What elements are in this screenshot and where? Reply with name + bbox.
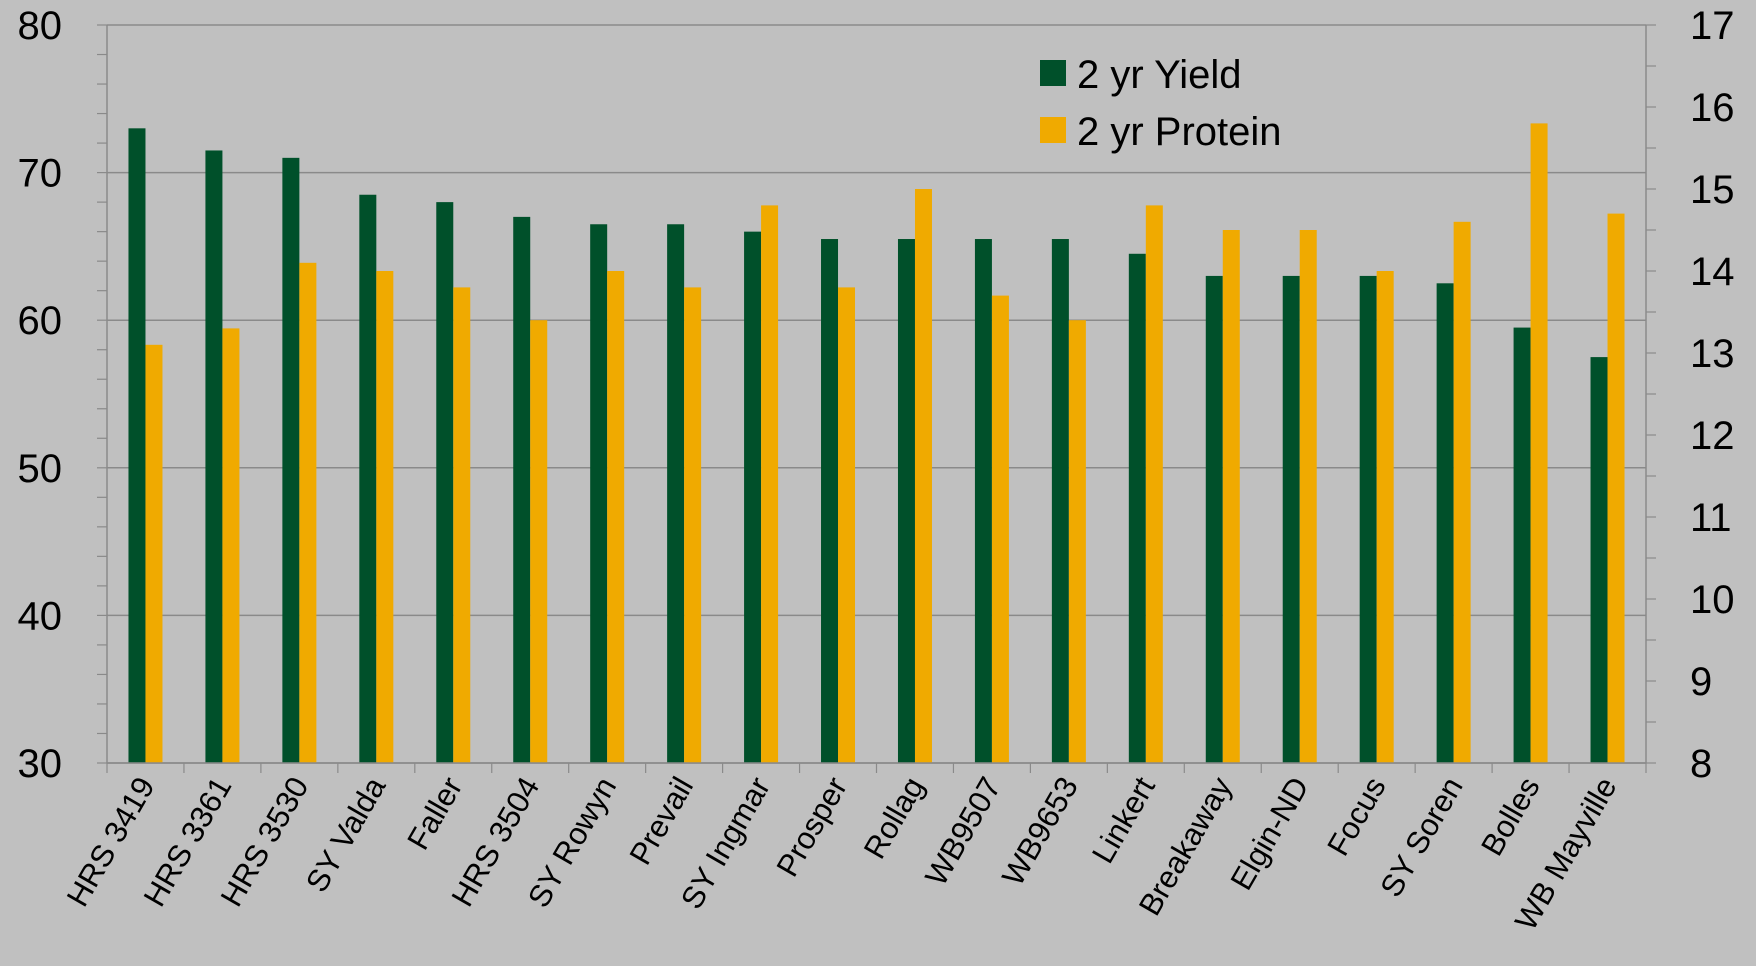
bar-yield-2 bbox=[282, 157, 300, 764]
bar-protein-11 bbox=[991, 295, 1009, 763]
bar-protein-3 bbox=[376, 271, 394, 763]
bar-yield-16 bbox=[1359, 275, 1377, 763]
bar-protein-0 bbox=[145, 344, 163, 763]
right-tick-label-11: 11 bbox=[1690, 496, 1732, 540]
bar-protein-9 bbox=[838, 287, 856, 763]
bar-protein-6 bbox=[607, 271, 625, 763]
bar-protein-12 bbox=[1068, 320, 1086, 763]
right-tick-label-10: 10 bbox=[1690, 578, 1735, 622]
bar-protein-14 bbox=[1222, 230, 1240, 763]
left-tick-label-80: 80 bbox=[18, 4, 63, 48]
legend: 2 yr Yield 2 yr Protein bbox=[1040, 53, 1282, 154]
bar-yield-14 bbox=[1205, 275, 1223, 763]
bar-protein-5 bbox=[530, 320, 548, 763]
bar-yield-10 bbox=[897, 239, 915, 763]
bar-yield-15 bbox=[1282, 275, 1300, 763]
right-tick-label-15: 15 bbox=[1690, 168, 1735, 212]
bars bbox=[128, 123, 1625, 764]
bar-yield-19 bbox=[1590, 357, 1608, 763]
bar-protein-7 bbox=[684, 287, 702, 763]
left-tick-label-50: 50 bbox=[18, 447, 63, 491]
legend-label-protein: 2 yr Protein bbox=[1077, 110, 1282, 154]
bar-protein-19 bbox=[1607, 213, 1625, 764]
bar-yield-6 bbox=[590, 224, 608, 763]
right-axis-tick-labels: 8 9 10 11 12 13 14 15 16 17 bbox=[1690, 4, 1735, 786]
bar-protein-13 bbox=[1145, 205, 1163, 763]
left-tick-label-40: 40 bbox=[18, 594, 63, 638]
bar-protein-10 bbox=[914, 189, 932, 763]
bar-yield-13 bbox=[1128, 253, 1146, 763]
bar-yield-1 bbox=[205, 150, 223, 763]
right-tick-label-12: 12 bbox=[1690, 414, 1735, 458]
bar-yield-3 bbox=[359, 194, 377, 764]
bar-protein-8 bbox=[761, 205, 779, 763]
bar-yield-4 bbox=[436, 202, 454, 763]
bar-yield-8 bbox=[744, 231, 762, 763]
legend-swatch-yield bbox=[1040, 60, 1066, 86]
bar-yield-11 bbox=[974, 239, 992, 763]
left-axis-tick-labels: 30 40 50 60 70 80 bbox=[18, 4, 63, 786]
legend-label-yield: 2 yr Yield bbox=[1077, 53, 1242, 97]
bar-protein-17 bbox=[1453, 221, 1471, 764]
legend-swatch-protein bbox=[1040, 117, 1066, 143]
bar-yield-5 bbox=[513, 216, 531, 763]
bar-yield-7 bbox=[667, 224, 685, 763]
right-tick-label-16: 16 bbox=[1690, 86, 1735, 130]
left-tick-label-30: 30 bbox=[18, 742, 63, 786]
bar-protein-16 bbox=[1376, 271, 1394, 763]
bar-yield-18 bbox=[1513, 327, 1531, 763]
right-tick-label-17: 17 bbox=[1690, 4, 1735, 48]
right-tick-label-13: 13 bbox=[1690, 332, 1735, 376]
bar-protein-4 bbox=[453, 287, 471, 763]
bar-yield-17 bbox=[1436, 283, 1454, 763]
bar-protein-2 bbox=[299, 262, 317, 763]
bar-protein-15 bbox=[1299, 230, 1317, 763]
left-tick-label-60: 60 bbox=[18, 299, 63, 343]
right-tick-label-8: 8 bbox=[1690, 742, 1712, 786]
right-tick-label-9: 9 bbox=[1690, 660, 1712, 704]
bar-protein-1 bbox=[222, 328, 240, 763]
axes bbox=[97, 24, 1656, 773]
bar-protein-18 bbox=[1530, 123, 1548, 763]
left-tick-label-70: 70 bbox=[18, 152, 63, 196]
bar-yield-9 bbox=[821, 239, 839, 763]
bar-yield-0 bbox=[128, 128, 146, 763]
right-tick-label-14: 14 bbox=[1690, 250, 1735, 294]
bar-yield-12 bbox=[1051, 239, 1069, 763]
